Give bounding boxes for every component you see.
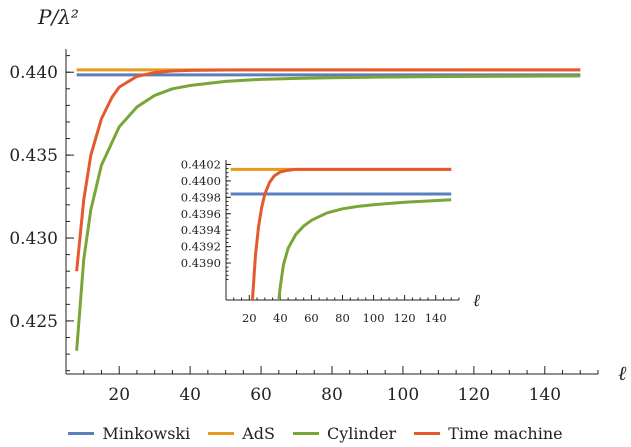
legend-item-time-machine: Time machine [414,424,563,443]
inset-series-cylinder [277,198,452,300]
main-series-cylinder [75,74,581,351]
main-x-tick-label: 100 [387,385,419,405]
inset-x-axis-label: ℓ [473,291,480,311]
main-y-tick-label: 0.435 [9,146,58,166]
legend-item-ads: AdS [208,424,275,443]
main-y-tick-label: 0.440 [9,63,58,83]
legend-label: Cylinder [327,424,397,443]
inset-y-tick-label: 0.4402 [181,157,221,171]
inset-series-time-machine [250,167,452,300]
inset-x-tick-label: 40 [273,311,288,325]
inset-x-tick-label: 80 [335,311,350,325]
inset-y-tick-label: 0.4400 [181,174,221,188]
legend-label: AdS [242,424,276,443]
main-series-time-machine [75,68,581,272]
inset-y-tick-label: 0.4394 [181,223,221,237]
legend-swatch [208,432,235,435]
inset-x-tick-label: 120 [394,311,416,325]
legend-swatch [68,432,95,435]
legend-label: Minkowski [102,424,191,443]
inset-y-tick-label: 0.4392 [181,240,221,254]
legend-label: Time machine [448,424,563,443]
main-x-tick-label: 20 [108,385,130,405]
inset-background [166,156,485,328]
main-x-tick-label: 80 [321,385,343,405]
inset-x-tick-label: 60 [304,311,319,325]
main-y-tick-label: 0.430 [9,229,58,249]
main-panel: 20 40 60 80 100 120 140 0.425 0.430 0.435 0.440 ℓ P/… [9,5,627,405]
inset-y-tick-label: 0.4390 [181,256,221,270]
legend-item-cylinder: Cylinder [293,424,396,443]
main-series-group [75,68,581,351]
main-y-axis-label: P/λ² [37,5,79,29]
legend-item-minkowski: Minkowski [68,424,190,443]
inset-x-tick-label: 140 [425,311,447,325]
inset-series-group [230,167,452,300]
main-x-tick-label: 140 [529,385,561,405]
legend-swatch [293,432,320,435]
inset-y-tick-label: 0.4396 [181,207,221,221]
inset-panel: 20 40 60 80 100 120 140 0.4390 0.4392 0.4394 0.439… [166,156,485,328]
main-x-tick-label: 60 [250,385,272,405]
main-x-tick-label: 120 [458,385,490,405]
inset-x-tick-label: 20 [242,311,257,325]
inset-y-tick-label: 0.4398 [181,190,221,204]
inset-x-tick-label: 100 [363,311,385,325]
legend-swatch [414,432,441,435]
chart-legend: Minkowski AdS Cylinder Time machine [0,424,631,443]
main-x-tick-label: 40 [179,385,201,405]
main-y-tick-label: 0.425 [9,312,58,332]
main-x-axis-label: ℓ [618,361,627,385]
